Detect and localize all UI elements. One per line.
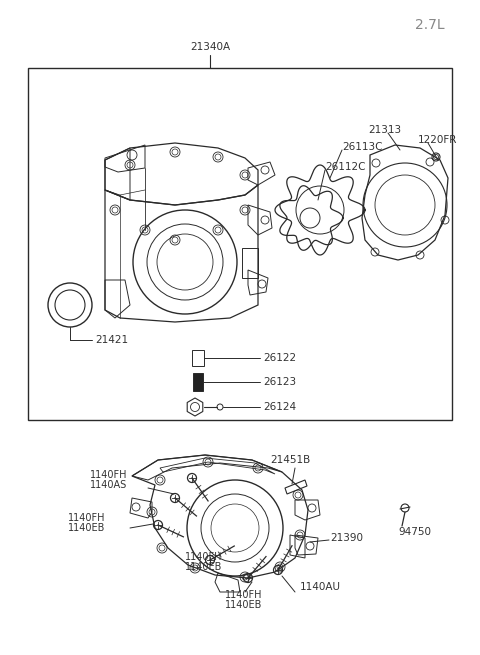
Text: 1140FH: 1140FH xyxy=(68,513,106,523)
Text: 1140EB: 1140EB xyxy=(68,523,106,533)
Bar xyxy=(28,68,452,420)
Text: 1220FR: 1220FR xyxy=(418,135,457,145)
Text: 1140AS: 1140AS xyxy=(90,480,127,490)
Text: 26124: 26124 xyxy=(263,402,296,412)
Text: 1140AU: 1140AU xyxy=(300,582,341,592)
Text: 1140EB: 1140EB xyxy=(225,600,263,610)
Text: 21451B: 21451B xyxy=(270,455,310,465)
Text: 94750: 94750 xyxy=(398,527,431,537)
Text: 2.7L: 2.7L xyxy=(415,18,445,32)
Text: 21340A: 21340A xyxy=(190,42,230,52)
Text: 26112C: 26112C xyxy=(325,162,365,172)
Text: 26122: 26122 xyxy=(263,353,296,363)
Bar xyxy=(193,373,203,391)
Text: 21313: 21313 xyxy=(368,125,401,135)
Bar xyxy=(192,350,204,366)
Text: 1140FH: 1140FH xyxy=(185,552,223,562)
Text: 26113C: 26113C xyxy=(342,142,383,152)
Text: 1140EB: 1140EB xyxy=(185,562,222,572)
Text: 1140FH: 1140FH xyxy=(225,590,263,600)
Text: 21421: 21421 xyxy=(95,335,128,345)
Text: 26123: 26123 xyxy=(263,377,296,387)
Text: 1140FH: 1140FH xyxy=(90,470,128,480)
Text: 21390: 21390 xyxy=(330,533,363,543)
